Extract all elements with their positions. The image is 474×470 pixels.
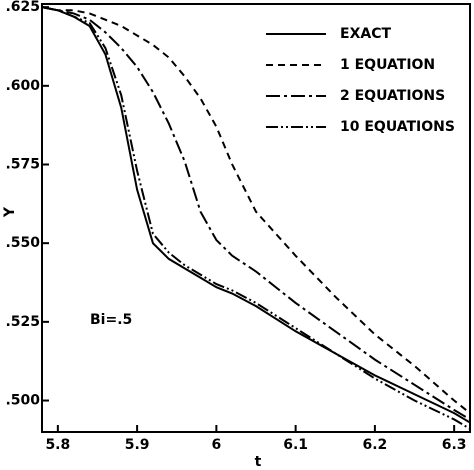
x-tick-label: 5.8 xyxy=(45,437,70,453)
legend-label: EXACT xyxy=(340,26,391,42)
legend-label: 1 EQUATION xyxy=(340,57,435,73)
y-tick-label: .600 xyxy=(5,78,40,94)
legend-label: 2 EQUATIONS xyxy=(340,88,445,104)
series-line xyxy=(41,6,471,414)
series-line xyxy=(41,6,471,421)
y-tick-label: .625 xyxy=(5,0,40,15)
x-tick-label: 6.1 xyxy=(283,437,308,453)
x-tick-label: 6.3 xyxy=(442,437,467,453)
x-tick-label: 6.2 xyxy=(362,437,387,453)
x-tick-label: 5.9 xyxy=(125,437,150,453)
plot-frame xyxy=(41,3,471,433)
series-line xyxy=(41,6,471,430)
series-line xyxy=(41,6,471,424)
x-tick-label: 6 xyxy=(211,437,221,453)
y-tick-label: .500 xyxy=(5,393,40,409)
x-axis-label: t xyxy=(255,454,262,470)
annotation: Bi=.5 xyxy=(90,312,132,328)
y-tick-label: .575 xyxy=(5,157,40,173)
y-axis-label: Y xyxy=(2,206,18,218)
y-tick-label: .525 xyxy=(5,314,40,330)
y-tick-label: .550 xyxy=(5,235,40,251)
legend-label: 10 EQUATIONS xyxy=(340,119,455,135)
